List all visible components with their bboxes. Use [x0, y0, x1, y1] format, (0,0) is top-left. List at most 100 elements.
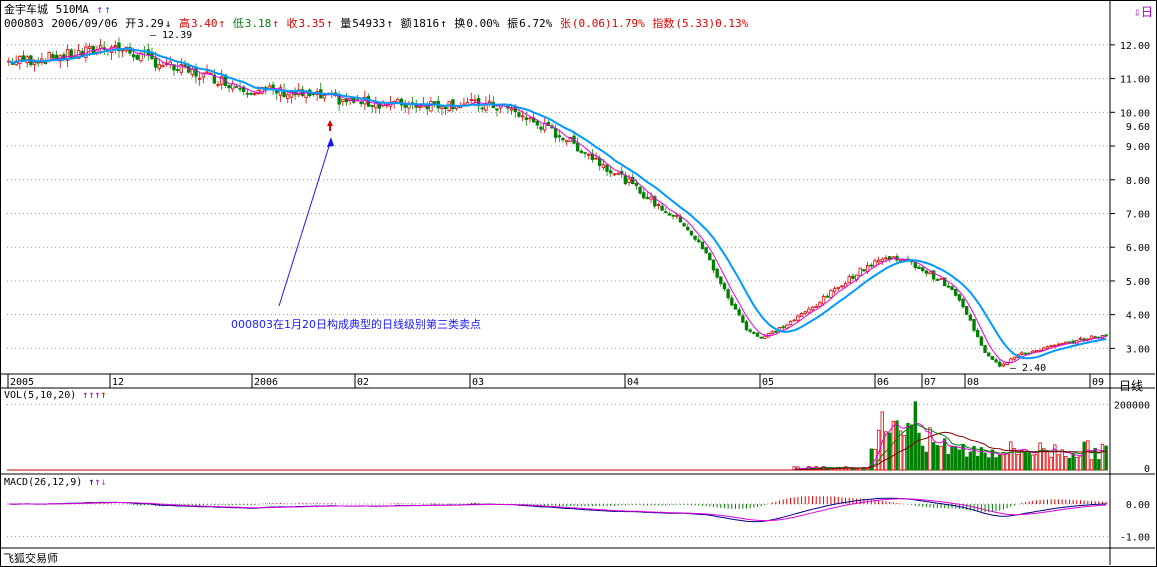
ma5-arrow-icon[interactable]: ↑	[96, 3, 103, 16]
volume-label: 量	[340, 17, 352, 30]
candle-body	[957, 294, 962, 301]
candle-body	[186, 65, 191, 73]
vol-ma5-arrow-icon: ↑	[82, 390, 89, 401]
candle-body	[587, 153, 591, 156]
quote-date: 2006/09/06	[51, 17, 118, 30]
volume-bar	[983, 452, 987, 471]
macd-label-text: MACD(26,12,9)	[4, 477, 83, 488]
macd-dif-line	[8, 497, 1107, 523]
candle-body	[594, 157, 598, 160]
candle-body	[359, 101, 363, 105]
candle-body	[509, 108, 514, 111]
candle-body	[564, 140, 569, 143]
candles-group	[7, 37, 1108, 368]
candle-body	[708, 252, 712, 261]
volume-bar	[1042, 448, 1046, 471]
candle-body	[649, 196, 653, 200]
index-value: (5.33)0.13%	[675, 17, 749, 30]
volume-bar	[1053, 444, 1057, 471]
candle-body	[983, 345, 987, 353]
candle-body	[634, 183, 639, 186]
change-label: 张	[559, 17, 571, 30]
candle-body	[946, 285, 951, 288]
candle-body	[443, 106, 448, 110]
title-line: 金宇车城 510MA ↑↑	[4, 3, 112, 16]
macd-indicator-label[interactable]: MACD(26,12,9) ↑↑↓	[4, 477, 106, 488]
candle-body	[730, 297, 734, 306]
amount-label: 额	[400, 17, 412, 30]
candle-body	[322, 95, 327, 99]
candle-body	[697, 239, 701, 243]
volume-bar	[1027, 452, 1031, 471]
candle-body	[733, 304, 738, 310]
candle-body	[814, 305, 818, 308]
vol-indicator-label[interactable]: VOL(5,10,20) ↑↑↑↑	[4, 390, 106, 401]
turnover-value: 0.00%	[466, 17, 500, 30]
candle-body	[631, 176, 635, 185]
candle-body	[539, 126, 543, 130]
volume-bar	[1082, 441, 1086, 471]
period-switch-icon[interactable]: ⇩日	[1133, 5, 1153, 19]
candle-body	[212, 74, 217, 84]
candle-body	[1023, 352, 1028, 355]
candle-body	[744, 321, 749, 331]
ma-label: 510MA	[55, 3, 89, 16]
candle-body	[242, 86, 246, 92]
volume-bar	[950, 446, 954, 471]
candle-body	[605, 164, 609, 172]
macd-scale-top: 0.00	[1126, 500, 1150, 511]
volume-value: 54933	[352, 17, 386, 30]
candle-body	[755, 332, 760, 337]
candle-body	[810, 306, 815, 311]
ma10-arrow-icon[interactable]: ↑	[104, 3, 111, 16]
amount-value: 1816	[412, 17, 440, 30]
date-tick-label: 09	[1092, 377, 1104, 388]
candle-body	[120, 49, 125, 52]
period-label[interactable]: 日线	[1119, 379, 1144, 393]
candle-body	[686, 226, 690, 231]
volume-bar	[1067, 458, 1072, 471]
candle-body	[1034, 349, 1039, 352]
candle-body	[91, 46, 95, 54]
volume-bar	[1031, 454, 1035, 471]
candle-body	[961, 298, 965, 308]
date-tick-label: 02	[357, 377, 369, 388]
candle-body	[931, 270, 936, 280]
volume-bar	[891, 420, 895, 471]
stock-code: 000803	[4, 17, 44, 30]
candle-body	[253, 93, 257, 96]
candle-body	[998, 361, 1002, 367]
vol-ma20-line	[794, 431, 1107, 471]
volume-bar	[1104, 445, 1108, 471]
candle-body	[579, 150, 584, 153]
volume-bar	[1086, 440, 1090, 471]
trough-label: — 2.40	[1010, 363, 1046, 374]
volume-bar	[957, 449, 962, 471]
candle-body	[576, 142, 580, 152]
open-label: 开	[125, 17, 137, 30]
volume-bar	[1100, 443, 1105, 471]
price-tick-label: 6.00	[1126, 243, 1150, 254]
candle-body	[238, 87, 242, 90]
candle-body	[341, 99, 345, 103]
date-tick-label: 2005	[10, 377, 34, 388]
volume-bar	[1071, 453, 1075, 471]
candle-body	[227, 85, 231, 89]
candle-body	[781, 326, 785, 329]
candle-body	[880, 258, 884, 262]
ma10-line	[8, 47, 1107, 360]
date-tick-label: 05	[762, 377, 774, 388]
candle-body	[774, 330, 778, 333]
candle-body	[891, 256, 895, 259]
candle-body	[520, 115, 525, 118]
candle-body	[557, 135, 562, 138]
candle-body	[682, 223, 686, 227]
candle-body	[656, 203, 661, 206]
volume-bar	[987, 457, 991, 471]
volume-bar	[1009, 441, 1013, 471]
vol-ma10-line	[794, 422, 1107, 471]
close-value: 3.35	[298, 17, 325, 30]
candle-body	[950, 286, 954, 290]
candle-body	[858, 267, 862, 276]
candle-body	[418, 106, 422, 108]
